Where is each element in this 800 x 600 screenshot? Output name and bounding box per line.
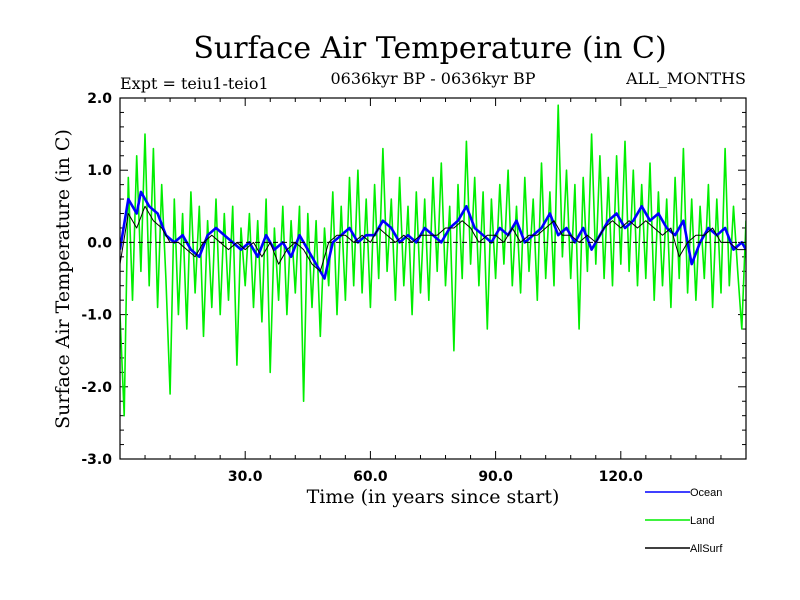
series-line-land	[120, 104, 746, 417]
y-tick-label: 2.0	[87, 91, 112, 107]
x-tick-label: 120.0	[599, 469, 644, 485]
experiment-label: Expt = teiu1-teio1	[120, 74, 269, 93]
y-axis-label: Surface Air Temperature (in C)	[52, 129, 74, 429]
x-tick-label: 90.0	[478, 469, 513, 485]
legend-item-ocean: Ocean	[645, 487, 722, 499]
legend-label: Land	[690, 515, 714, 527]
legend: Ocean Land AllSurf	[645, 487, 723, 555]
x-tick-label: 30.0	[228, 469, 263, 485]
months-label: ALL_MONTHS	[625, 69, 746, 88]
x-axis-label: Time (in years since start)	[307, 486, 560, 508]
y-tick-label: 1.0	[87, 163, 112, 179]
y-tick-label: -1.0	[81, 308, 112, 324]
y-tick-label: -3.0	[81, 452, 112, 468]
legend-label: AllSurf	[690, 543, 723, 555]
series-line-allsurf	[120, 205, 746, 272]
legend-item-allsurf: AllSurf	[645, 543, 723, 555]
y-tick-label: 0.0	[87, 235, 112, 251]
legend-item-land: Land	[645, 515, 714, 527]
plot-frame	[119, 97, 747, 460]
period-label: 0636kyr BP - 0636kyr BP	[331, 69, 536, 88]
legend-label: Ocean	[690, 487, 722, 499]
chart-title: Surface Air Temperature (in C)	[193, 31, 666, 66]
x-tick-label: 60.0	[353, 469, 388, 485]
y-tick-label: -2.0	[81, 380, 112, 396]
